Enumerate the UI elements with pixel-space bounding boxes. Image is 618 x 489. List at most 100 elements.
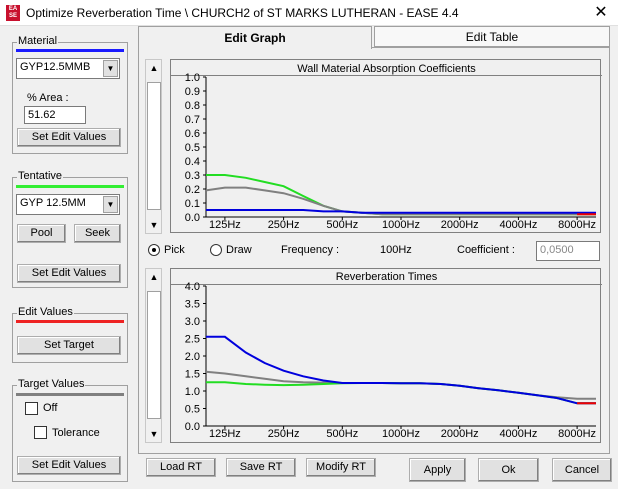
- x-tick-label: 500Hz: [326, 428, 358, 440]
- y-tick-label: 0.5: [185, 404, 200, 416]
- area-label: % Area :: [27, 92, 69, 104]
- y-tick-label: 0.2: [185, 184, 200, 196]
- tentative-color-line: [16, 185, 124, 188]
- x-tick-label: 250Hz: [268, 219, 300, 231]
- y-tick-label: 1.0: [185, 72, 200, 84]
- scroll-up-icon[interactable]: ▲: [147, 61, 161, 75]
- y-tick-label: 0.6: [185, 128, 200, 140]
- frequency-value: 100Hz: [380, 244, 412, 256]
- cancel-button[interactable]: Cancel: [552, 458, 612, 482]
- y-tick-label: 3.0: [185, 316, 200, 328]
- set-target-button[interactable]: Set Target: [17, 336, 121, 355]
- chevron-down-icon[interactable]: ▼: [103, 196, 118, 213]
- x-tick-label: 500Hz: [326, 219, 358, 231]
- x-tick-label: 1000Hz: [382, 428, 420, 440]
- series-line-target: [205, 186, 596, 216]
- x-tick-label: 8000Hz: [558, 219, 596, 231]
- scroll-down-icon[interactable]: ▼: [147, 218, 161, 232]
- pick-label: Pick: [164, 244, 185, 256]
- x-tick-label: 125Hz: [209, 219, 241, 231]
- ok-button[interactable]: Ok: [478, 458, 539, 482]
- chart-title-separator: [171, 75, 602, 76]
- scroll-up-icon[interactable]: ▲: [147, 270, 161, 284]
- series-line-tentative: [206, 381, 596, 405]
- rt-scrollbar[interactable]: ▲ ▼: [145, 268, 162, 443]
- target-color-line: [16, 393, 124, 396]
- tab-edit-table[interactable]: Edit Table: [374, 26, 610, 47]
- x-tick-label: 125Hz: [209, 428, 241, 440]
- target-values-group-title: Target Values: [17, 378, 86, 390]
- off-checkbox[interactable]: [25, 402, 38, 415]
- y-tick-label: 0.4: [185, 156, 200, 168]
- y-tick-label: 0.0: [185, 212, 200, 224]
- tentative-combo[interactable]: GYP 12.5MM ▼: [16, 194, 120, 215]
- y-tick-label: 0.3: [185, 170, 200, 182]
- modify-rt-button[interactable]: Modify RT: [306, 458, 376, 477]
- tolerance-checkbox[interactable]: [34, 426, 47, 439]
- material-group-title: Material: [17, 35, 59, 47]
- series-line-material: [206, 335, 596, 405]
- y-tick-label: 1.0: [185, 386, 200, 398]
- off-label: Off: [43, 402, 58, 414]
- save-rt-button[interactable]: Save RT: [226, 458, 296, 477]
- absorption-chart-panel: Wall Material Absorption Coefficients 1.0…: [170, 59, 602, 234]
- edit-color-line: [16, 320, 124, 323]
- absorption-scrollbar[interactable]: ▲ ▼: [145, 59, 162, 234]
- x-tick-label: 4000Hz: [499, 219, 537, 231]
- frequency-label: Frequency :: [281, 244, 340, 256]
- material-set-edit-values-button[interactable]: Set Edit Values: [17, 128, 121, 147]
- coefficient-field[interactable]: 0,0500: [536, 241, 600, 261]
- material-combo-value: GYP12.5MMB: [20, 61, 91, 73]
- y-tick-label: 3.5: [185, 299, 200, 311]
- x-tick-label: 2000Hz: [441, 219, 479, 231]
- tentative-set-edit-values-button[interactable]: Set Edit Values: [17, 264, 121, 283]
- x-tick-label: 1000Hz: [382, 219, 420, 231]
- chevron-down-icon[interactable]: ▼: [103, 60, 118, 77]
- chart-title: Reverberation Times: [336, 271, 438, 283]
- draw-radio[interactable]: [210, 244, 222, 256]
- material-combo[interactable]: GYP12.5MMB ▼: [16, 58, 120, 79]
- series-line-tentative: [206, 174, 596, 216]
- y-tick-label: 0.7: [185, 114, 200, 126]
- title-bar: EA SE Optimize Reverberation Time \ CHUR…: [0, 0, 618, 26]
- absorption-chart[interactable]: Wall Material Absorption Coefficients 1.0…: [171, 60, 602, 234]
- y-tick-label: 4.0: [185, 281, 200, 293]
- y-tick-label: 0.5: [185, 142, 200, 154]
- x-tick-label: 250Hz: [268, 428, 300, 440]
- load-rt-button[interactable]: Load RT: [146, 458, 216, 477]
- tentative-combo-value: GYP 12.5MM: [20, 197, 86, 209]
- tolerance-label: Tolerance: [52, 427, 100, 439]
- coefficient-label: Coefficient :: [457, 244, 515, 256]
- tab-edit-graph[interactable]: Edit Graph: [138, 26, 372, 49]
- seek-button[interactable]: Seek: [74, 224, 121, 243]
- y-tick-label: 0.1: [185, 198, 200, 210]
- close-icon[interactable]: ✕: [594, 4, 608, 21]
- scroll-thumb[interactable]: [147, 82, 161, 210]
- draw-label: Draw: [226, 244, 252, 256]
- edit-values-group-title: Edit Values: [17, 306, 74, 318]
- y-tick-label: 0.8: [185, 100, 200, 112]
- pick-radio[interactable]: [148, 244, 160, 256]
- rt-chart-panel: Reverberation Times 4.0 3.5 3.0 2.5 2.0 1.5 1.0…: [170, 268, 602, 444]
- x-tick-label: 8000Hz: [558, 428, 596, 440]
- x-tick-label: 4000Hz: [499, 428, 537, 440]
- y-tick-label: 2.0: [185, 351, 200, 363]
- ease-app-icon: EA SE: [6, 5, 20, 21]
- window-title: Optimize Reverberation Time \ CHURCH2 of…: [26, 6, 459, 20]
- rt-chart[interactable]: Reverberation Times 4.0 3.5 3.0 2.5 2.0 1.5 1.0…: [171, 269, 602, 444]
- area-value-field: 51.62: [24, 106, 86, 124]
- y-tick-label: 0.0: [185, 421, 200, 433]
- tentative-group-title: Tentative: [17, 170, 64, 182]
- series-line-material: [206, 209, 596, 214]
- apply-button[interactable]: Apply: [409, 458, 466, 482]
- target-set-edit-values-button[interactable]: Set Edit Values: [17, 456, 121, 475]
- y-tick-label: 2.5: [185, 334, 200, 346]
- chart-title: Wall Material Absorption Coefficients: [297, 63, 476, 75]
- y-tick-label: 0.9: [185, 86, 200, 98]
- material-color-line: [16, 49, 124, 52]
- chart-title-separator: [171, 284, 602, 285]
- pool-button[interactable]: Pool: [17, 224, 66, 243]
- scroll-thumb[interactable]: [147, 291, 161, 419]
- y-tick-label: 1.5: [185, 369, 200, 381]
- scroll-down-icon[interactable]: ▼: [147, 427, 161, 441]
